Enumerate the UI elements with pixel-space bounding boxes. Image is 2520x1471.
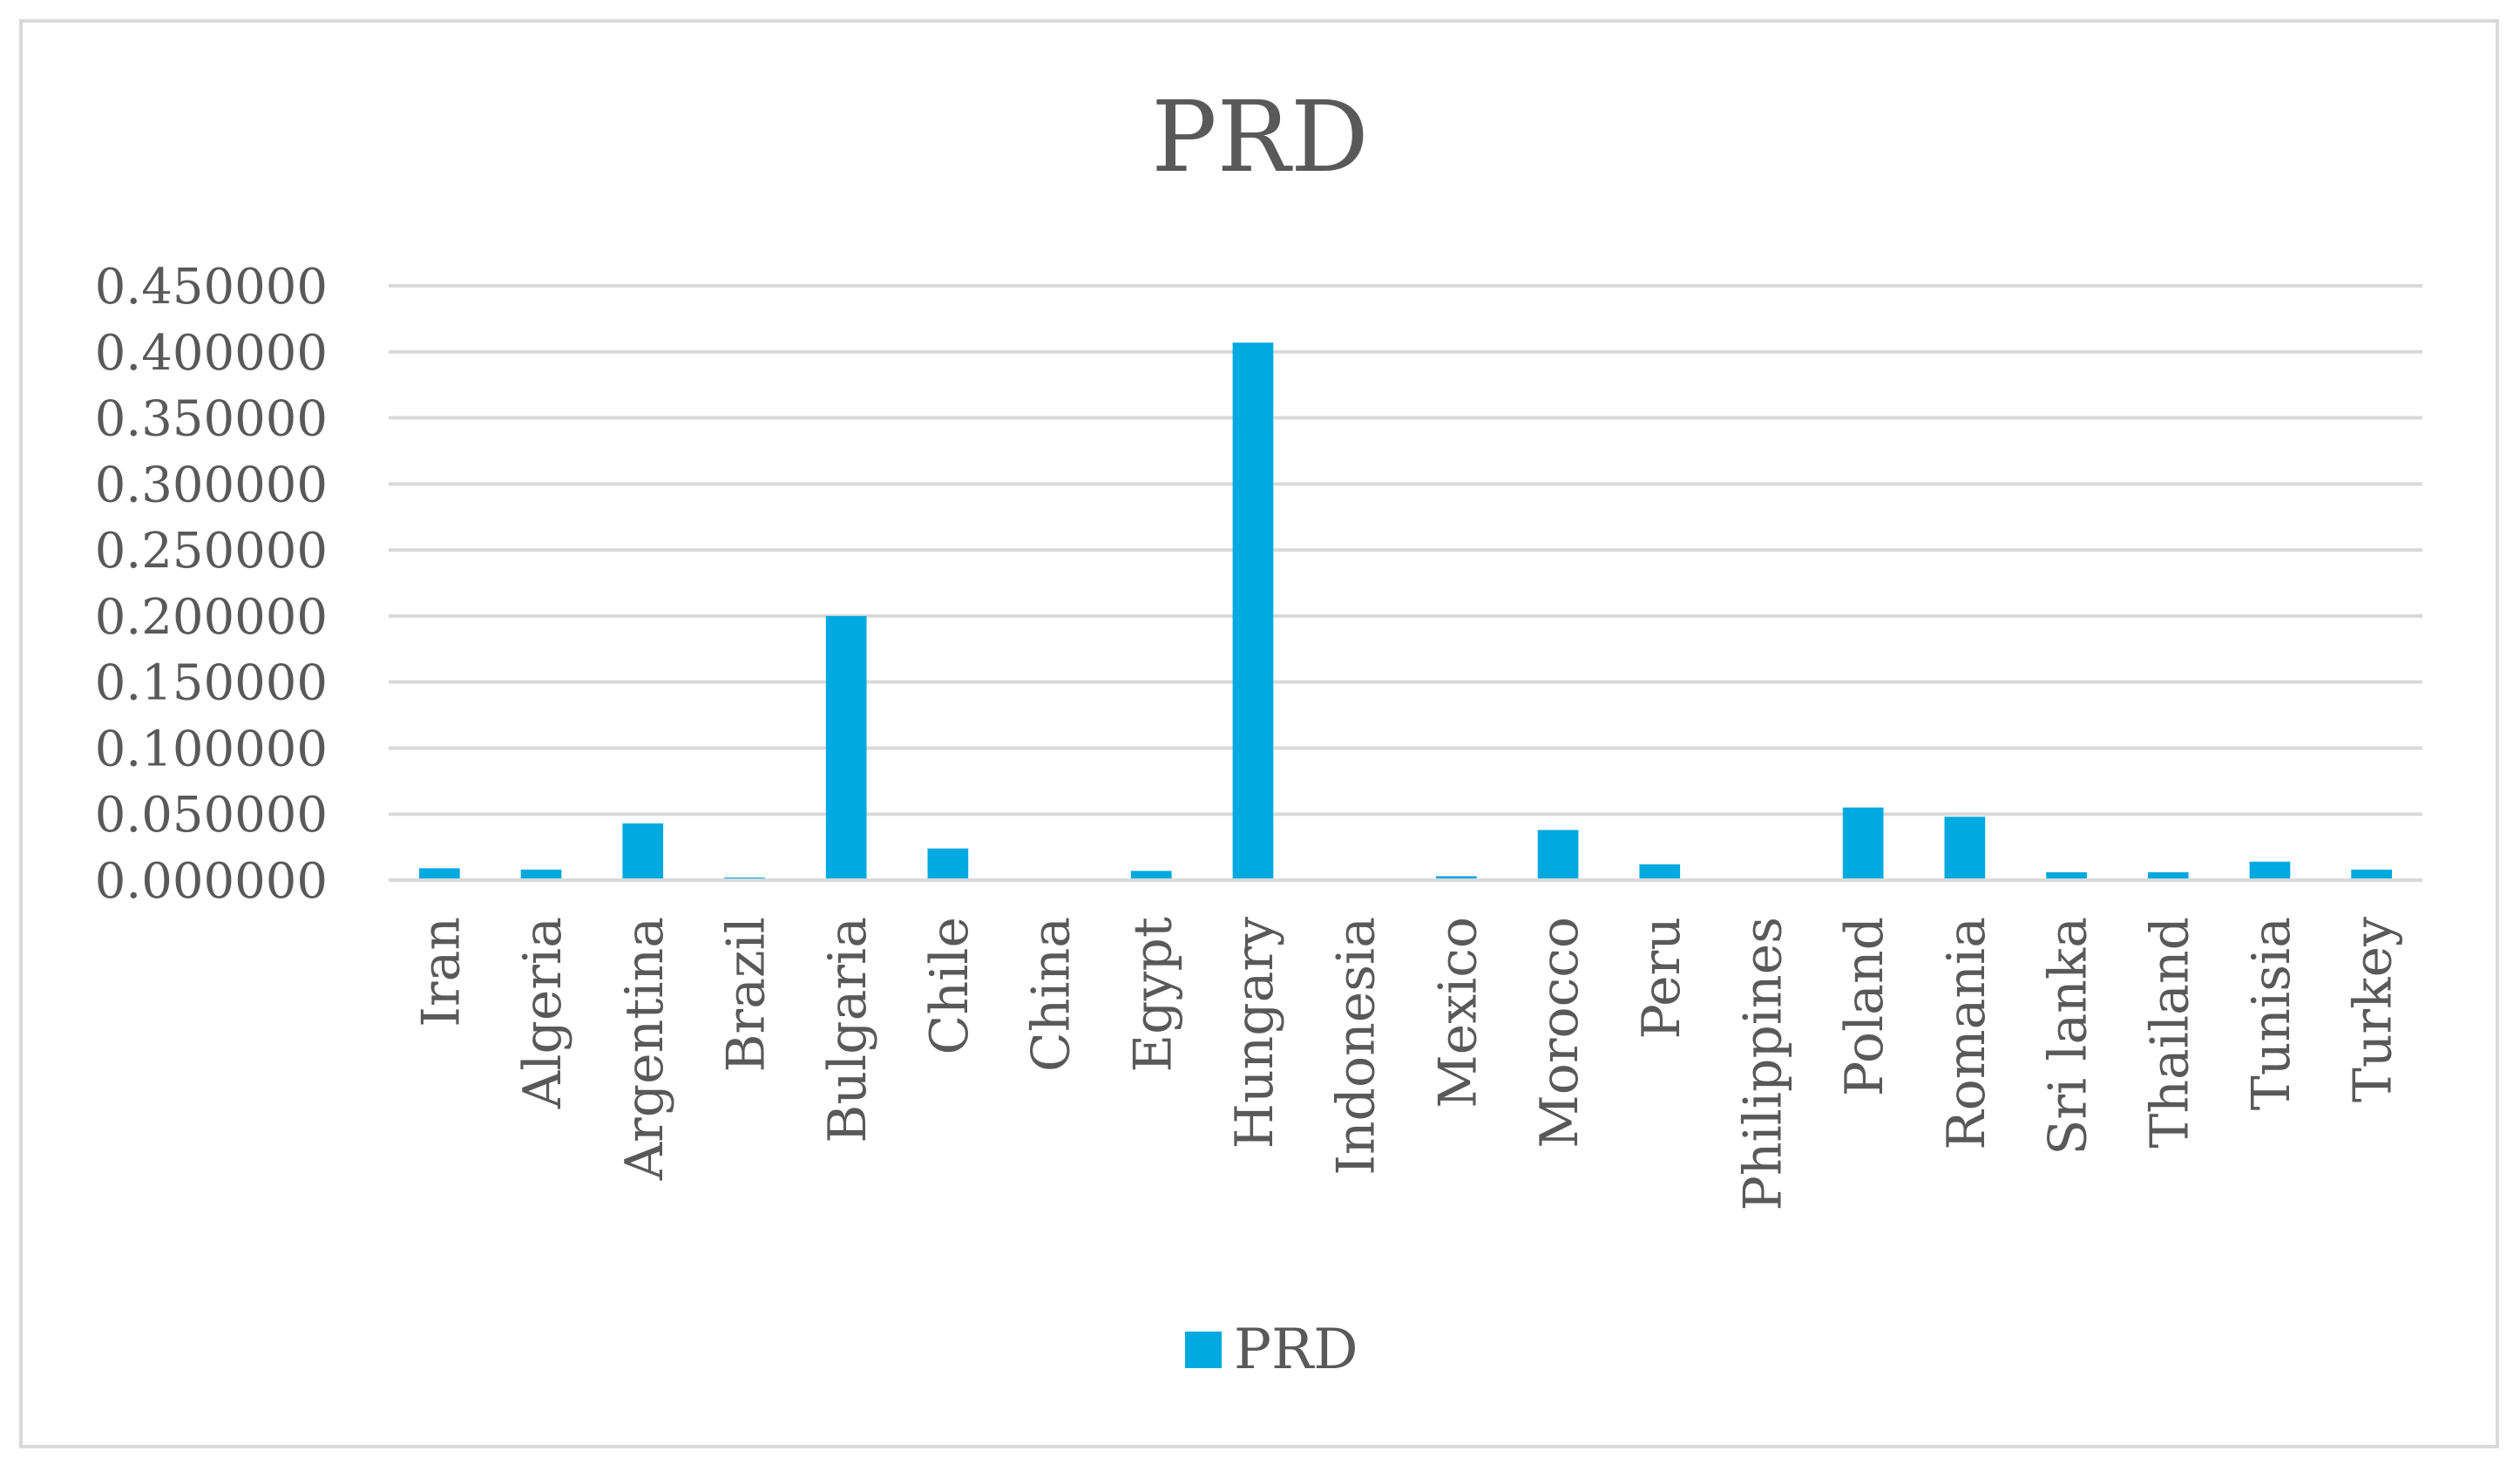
bar-romania: [1944, 817, 1986, 880]
x-category-label: Thailand: [2139, 917, 2200, 1149]
bar-argentina: [622, 823, 664, 880]
y-tick-label: 0.300000: [95, 457, 328, 513]
x-category-label: Iran: [410, 917, 471, 1027]
gridlines: [389, 284, 2422, 817]
y-tick-label: 0.350000: [95, 391, 328, 448]
x-category-label: Sri lanka: [2038, 917, 2099, 1156]
x-category-label: Poland: [1834, 917, 1895, 1096]
y-tick-label: 0.200000: [95, 589, 328, 646]
bar-peru: [1639, 864, 1681, 880]
y-tick-label: 0.100000: [95, 721, 328, 777]
y-tick-label: 0.150000: [95, 655, 328, 712]
bar-hungary: [1232, 342, 1274, 880]
x-category-label: Brazil: [715, 917, 776, 1073]
y-axis-tick-labels: 0.000000 0.050000 0.100000 0.150000 0.200000…: [95, 259, 328, 910]
y-tick-label: 0.450000: [95, 259, 328, 315]
x-category-label: Chile: [919, 917, 980, 1054]
y-tick-label: 0.400000: [95, 325, 328, 382]
x-category-label: Algeria: [512, 917, 573, 1109]
bar-algeria: [520, 869, 562, 880]
y-tick-label: 0.050000: [95, 787, 328, 844]
bar-egypt: [1130, 871, 1172, 880]
y-tick-label: 0.250000: [95, 523, 328, 580]
x-category-label: Bulgaria: [817, 917, 878, 1143]
bar-tunisia: [2249, 861, 2291, 880]
x-category-label: China: [1021, 917, 1082, 1072]
bars: [419, 342, 2392, 880]
x-category-label: Argentina: [614, 917, 675, 1181]
x-category-label: Turkey: [2343, 917, 2404, 1102]
x-category-label: Tunisia: [2241, 917, 2302, 1110]
bar-sri-lanka: [2046, 871, 2087, 880]
legend-label: PRD: [1234, 1318, 1358, 1382]
legend: PRD: [1185, 1318, 1358, 1382]
x-category-label: Philippines: [1732, 917, 1793, 1211]
bar-thailand: [2147, 871, 2189, 880]
bar-morocco: [1537, 830, 1579, 880]
bar-turkey: [2351, 869, 2392, 880]
bar-chile: [927, 848, 969, 880]
chart-title: PRD: [1151, 81, 1368, 194]
x-category-label: Romania: [1936, 917, 1997, 1150]
bar-poland: [1842, 807, 1884, 880]
y-tick-label: 0.000000: [95, 853, 328, 910]
x-category-label: Egypt: [1122, 917, 1183, 1073]
bar-iran: [419, 868, 460, 880]
x-category-label: Hungary: [1224, 917, 1285, 1149]
x-category-label: Morocco: [1529, 917, 1590, 1149]
bar-bulgaria: [825, 615, 867, 880]
x-category-label: Peru: [1631, 917, 1692, 1040]
x-category-label: Indonesia: [1326, 917, 1387, 1176]
x-category-label: Mexico: [1427, 917, 1488, 1108]
x-axis-category-labels: Iran Algeria Argentina Brazil Bulgaria Chile C…: [410, 917, 2403, 1211]
bar-mexico: [1436, 876, 1477, 880]
legend-swatch: [1185, 1332, 1222, 1368]
